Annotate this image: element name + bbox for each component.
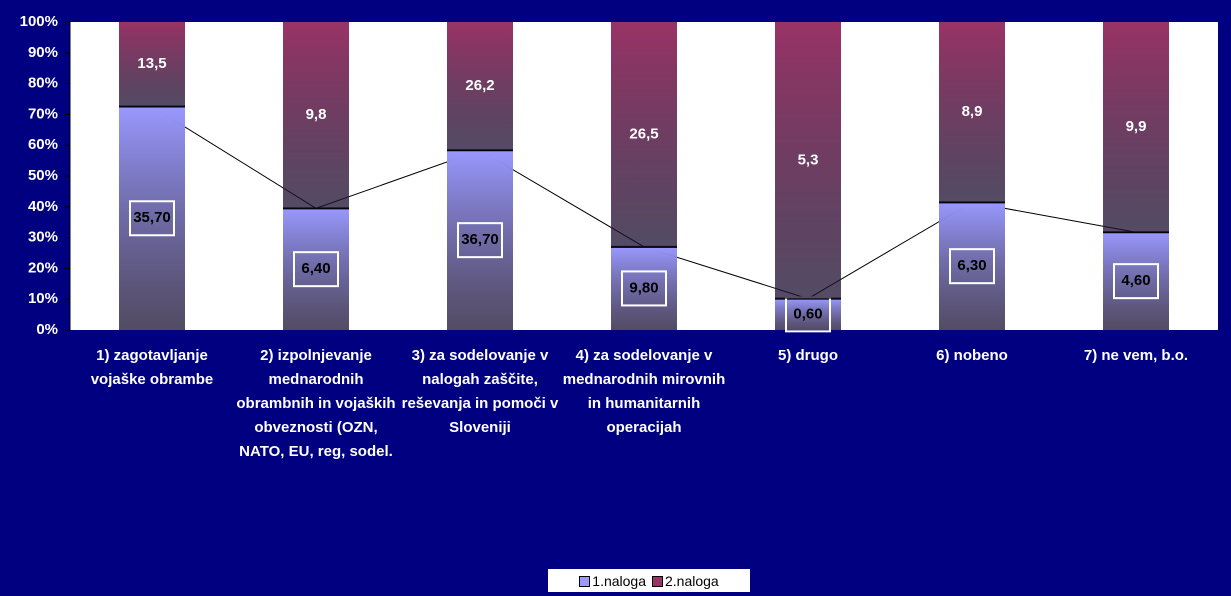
y-tick-label: 50% xyxy=(28,167,58,184)
data-label: 0,60 xyxy=(793,305,822,322)
label-box xyxy=(949,248,995,285)
label-box xyxy=(457,222,503,259)
legend-swatch xyxy=(652,576,663,588)
y-tick-label: 40% xyxy=(28,198,58,215)
legend: 1.naloga 2.naloga xyxy=(548,569,750,592)
x-tick-label: 1) zagotavljanje vojaške obrambe xyxy=(90,347,214,388)
bar xyxy=(939,22,1005,203)
y-tick-label: 10% xyxy=(28,290,58,307)
legend-item: 1.naloga xyxy=(579,573,646,589)
x-tick-label: 6) nobeno xyxy=(936,347,1008,364)
y-tick-label: 100% xyxy=(20,13,58,30)
y-tick-label: 90% xyxy=(28,44,58,61)
y-tick-label: 80% xyxy=(28,75,58,92)
data-label: 9,8 xyxy=(306,106,327,123)
x-tick-label: 5) drugo xyxy=(778,347,838,364)
data-label: 5,3 xyxy=(798,151,819,168)
data-label: 36,70 xyxy=(461,231,499,248)
legend-swatch xyxy=(579,576,591,588)
bar xyxy=(775,22,841,299)
bar xyxy=(611,22,677,247)
x-tick-label: 7) ne vem, b.o. xyxy=(1083,347,1189,364)
data-label: 9,80 xyxy=(629,279,658,296)
y-tick-label: 60% xyxy=(28,136,58,153)
legend-label: 1.naloga xyxy=(592,572,646,589)
y-tick-label: 20% xyxy=(28,259,58,276)
data-label: 6,40 xyxy=(301,260,330,277)
data-label: 6,30 xyxy=(957,257,986,274)
bar xyxy=(447,22,513,151)
y-tick-label: 30% xyxy=(28,229,58,246)
bar xyxy=(1103,22,1169,233)
legend-item: 2.naloga xyxy=(652,573,719,589)
y-tick-label: 0% xyxy=(36,321,58,338)
data-label: 4,60 xyxy=(1121,272,1150,289)
y-tick-label: 70% xyxy=(28,105,58,122)
data-label: 26,2 xyxy=(465,77,494,94)
label-box xyxy=(1113,263,1159,300)
data-label: 8,9 xyxy=(962,103,983,120)
x-tick-label: 4) za sodelovanje v mednarodnih mirovnih… xyxy=(562,347,726,436)
x-tick-label: 3) za sodelovanje v nalogah zaščite, reš… xyxy=(401,347,559,436)
bar xyxy=(283,22,349,209)
x-tick-label: 2) izpolnjevanje mednarodnih obrambnih i… xyxy=(236,347,396,460)
legend-label: 2.naloga xyxy=(665,572,719,589)
label-box xyxy=(621,270,667,307)
label-box xyxy=(293,251,339,288)
data-label: 35,70 xyxy=(133,209,171,226)
data-label: 26,5 xyxy=(629,125,658,142)
label-box xyxy=(129,200,175,237)
data-label: 13,5 xyxy=(137,55,166,72)
data-label: 9,9 xyxy=(1126,118,1147,135)
bar xyxy=(119,22,185,107)
